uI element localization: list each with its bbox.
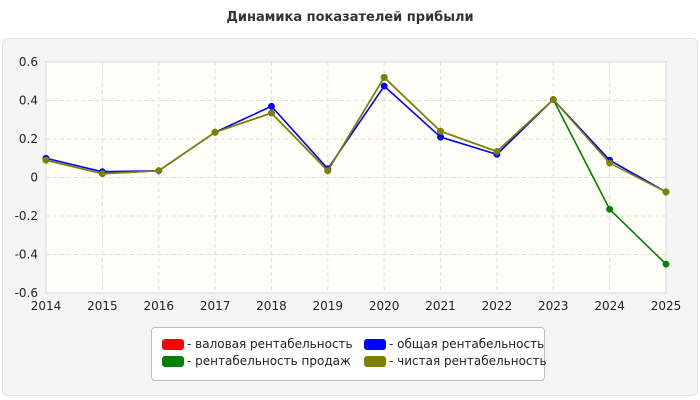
series-point-3 xyxy=(324,167,332,175)
legend-label-sales: - рентабельность продаж xyxy=(187,354,351,368)
y-tick-label: -0.2 xyxy=(15,209,38,223)
x-tick-label: 2023 xyxy=(538,299,569,313)
legend-swatch-gross xyxy=(162,338,184,350)
legend-item-net: - чистая рентабельность xyxy=(364,353,547,369)
x-tick-label: 2014 xyxy=(31,299,62,313)
legend-swatch-total xyxy=(364,338,386,350)
series-layer xyxy=(42,73,670,268)
legend-swatch-sales xyxy=(162,355,184,367)
y-tick-label: 0 xyxy=(30,171,38,185)
y-tick-label: -0.4 xyxy=(15,248,38,262)
series-point-3 xyxy=(211,128,219,136)
series-point-3 xyxy=(493,148,501,155)
y-tick-label: -0.6 xyxy=(15,286,38,300)
grid-layer xyxy=(46,62,666,293)
series-point-3 xyxy=(380,73,388,81)
series-point-3 xyxy=(606,159,614,167)
series-point-3 xyxy=(549,96,557,103)
x-tick-label: 2025 xyxy=(651,299,682,313)
series-point-2 xyxy=(662,260,670,268)
x-tick-label: 2022 xyxy=(482,299,513,313)
legend-label-total: - общая рентабельность xyxy=(389,337,545,351)
x-tick-label: 2016 xyxy=(143,299,174,313)
x-tick-label: 2020 xyxy=(369,299,400,313)
legend: - валовая рентабельность - общая рентабе… xyxy=(151,327,547,381)
series-point-1 xyxy=(380,82,388,90)
x-tick-label: 2017 xyxy=(200,299,231,313)
y-tick-label: 0.6 xyxy=(19,55,38,69)
x-tick-label: 2018 xyxy=(256,299,287,313)
legend-item-gross: - валовая рентабельность xyxy=(162,336,353,352)
x-tick-label: 2015 xyxy=(87,299,118,313)
series-point-1 xyxy=(268,102,275,110)
series-point-3 xyxy=(662,188,670,196)
series-point-1 xyxy=(437,133,444,141)
y-tick-label: 0.4 xyxy=(19,94,38,108)
legend-item-sales: - рентабельность продаж xyxy=(162,353,351,369)
series-point-3 xyxy=(98,170,106,178)
chart-title: Динамика показателей прибыли xyxy=(226,10,474,25)
series-point-2 xyxy=(606,205,614,213)
x-tick-label: 2019 xyxy=(313,299,344,313)
series-point-3 xyxy=(437,127,444,135)
series-point-3 xyxy=(268,109,275,117)
legend-label-gross: - валовая рентабельность xyxy=(187,337,353,351)
x-tick-label: 2024 xyxy=(594,299,625,313)
series-point-3 xyxy=(155,167,163,175)
legend-item-total: - общая рентабельность xyxy=(364,336,544,352)
y-tick-label: 0.2 xyxy=(19,132,38,146)
series-point-3 xyxy=(42,156,50,164)
x-tick-label: 2021 xyxy=(425,299,456,313)
legend-label-net: - чистая рентабельность xyxy=(389,354,547,368)
legend-swatch-net xyxy=(364,355,386,367)
series-line-3 xyxy=(45,76,667,193)
